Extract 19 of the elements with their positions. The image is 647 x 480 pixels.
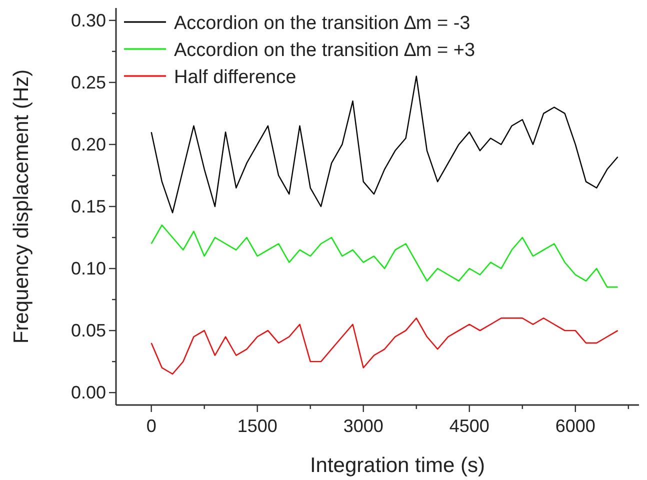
y-tick-label: 0.20 [70, 134, 106, 154]
y-tick-label: 0.05 [70, 320, 106, 341]
x-axis-title: Integration time (s) [310, 454, 486, 477]
x-tick-label: 1500 [237, 416, 278, 436]
y-axis-title: Frequency displacement (Hz) [10, 69, 33, 344]
legend-label: Accordion on the transition ∆m = -3 [174, 13, 470, 34]
x-tick-label: 3000 [343, 416, 384, 436]
line-series [150, 318, 618, 375]
line-series [150, 224, 618, 288]
x-tick-label: 4500 [449, 416, 490, 436]
y-tick-label: 0.30 [70, 10, 106, 30]
x-tick-label: 0 [146, 416, 156, 436]
legend-label: Half difference [174, 67, 296, 88]
y-tick-label: 0.25 [70, 72, 106, 92]
y-tick-label: 0.10 [70, 258, 106, 279]
y-tick-label: 0.15 [70, 196, 106, 216]
x-tick-label: 6000 [555, 416, 596, 436]
y-tick-label: 0.00 [70, 382, 106, 403]
legend-label: Accordion on the transition ∆m = +3 [174, 40, 476, 61]
